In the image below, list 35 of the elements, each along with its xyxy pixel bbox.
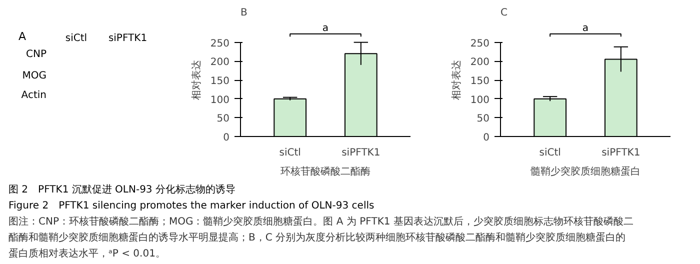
y-tick-label: 0 — [483, 132, 490, 144]
text: a — [582, 22, 589, 34]
y-tick-label: 150 — [210, 76, 230, 87]
category-label: siPFTK1 — [108, 32, 148, 44]
caption: 图 2 PFTK1 沉默促进 OLN-93 分化标志物的诱导 — [8, 184, 236, 196]
y-tick-label: 200 — [210, 57, 230, 68]
y-tick-label: 250 — [470, 38, 490, 50]
category-label: MOG — [22, 70, 46, 82]
x-tick-label: siPFTK1 — [602, 148, 640, 158]
y-tick-label: 100 — [210, 94, 230, 106]
x-tick-label: siPFTK1 — [342, 148, 380, 158]
text: 酯酶和髓鞘少突胶质细胞糖蛋白的诱导水平明显提高；B，C 分别为灰度分析比较两种细胞环核苷酸磷酸二酯酶和髓鞘少突胶质细胞糖蛋白的 — [8, 232, 626, 244]
y-tick-label: 200 — [470, 57, 490, 68]
text: 蛋白质相对表达水平，ᵃP < 0.01。 — [8, 248, 166, 260]
text: A — [18, 30, 26, 43]
x-tick-label: siCtl — [539, 148, 561, 158]
category-label: siCtl — [65, 32, 88, 44]
y-tick-label: 0 — [223, 132, 230, 144]
chart-title: C — [500, 8, 508, 18]
y-tick-label: 150 — [470, 76, 490, 87]
caption: Figure 2 PFTK1 silencing promotes the marker induction of OLN-93 cells — [8, 200, 374, 212]
y-tick-label: 50 — [216, 114, 230, 125]
category-label: CNP — [26, 48, 47, 60]
y-tick-label: 100 — [470, 94, 490, 106]
x-axis-title: 髓鞘少突胶质细胞糖蛋白 — [530, 166, 640, 178]
y-tick-label: 50 — [476, 114, 490, 125]
text: a — [322, 22, 329, 34]
y-tick-label: 250 — [210, 38, 230, 50]
y-axis-title: 相对表达 — [190, 60, 202, 100]
category-label: Actin — [21, 90, 47, 102]
y-axis-title: 相对表达 — [450, 60, 462, 100]
x-axis-title: 环核苷酸磷酸二酯酶 — [280, 166, 370, 178]
text: 图注：CNP：环核苷酸磷酸二酯酶；MOG：髓鞘少突胶质细胞糖蛋白。图 A 为 PFTK1 基因表达沉默后，少突胶质细胞标志物环核苷酸磷酸二 — [8, 216, 634, 228]
x-tick-label: siCtl — [279, 148, 301, 158]
chart-title: B — [240, 8, 248, 18]
